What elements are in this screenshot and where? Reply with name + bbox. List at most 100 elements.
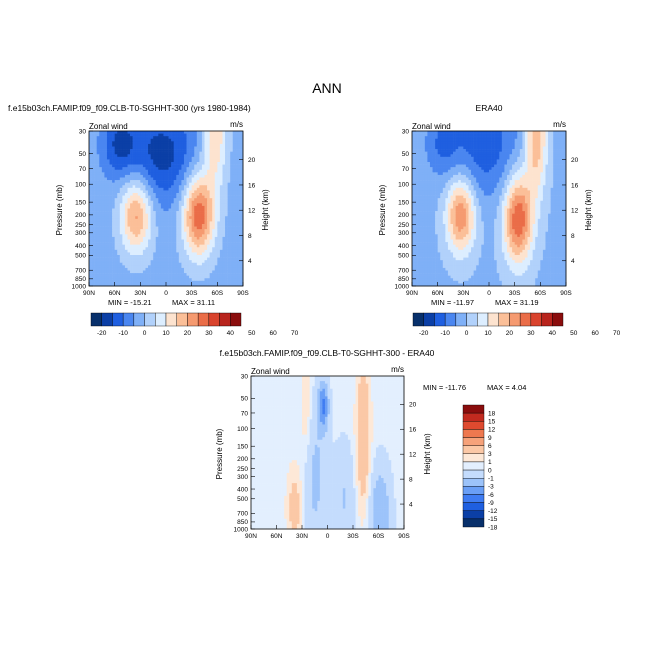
field-cell bbox=[471, 151, 474, 155]
field-cell bbox=[219, 198, 223, 202]
field-cell bbox=[94, 169, 97, 173]
field-cell bbox=[506, 162, 510, 165]
field-cell bbox=[158, 193, 162, 196]
field-cell bbox=[148, 167, 151, 171]
field-cell bbox=[104, 265, 108, 269]
field-cell bbox=[199, 193, 203, 196]
field-cell bbox=[442, 133, 446, 137]
field-cell bbox=[109, 133, 113, 137]
field-cell bbox=[171, 205, 174, 209]
field-cell bbox=[540, 149, 544, 152]
field-cell bbox=[196, 162, 200, 165]
field-cell bbox=[237, 133, 241, 137]
field-cell bbox=[91, 257, 95, 261]
field-cell bbox=[204, 239, 208, 243]
field-cell bbox=[124, 203, 128, 207]
field-cell bbox=[445, 138, 449, 142]
field-cell bbox=[227, 255, 231, 258]
field-cell bbox=[194, 278, 198, 282]
field-cell bbox=[132, 154, 136, 158]
field-cell bbox=[237, 255, 241, 258]
field-cell bbox=[109, 278, 113, 282]
field-cell bbox=[212, 224, 216, 227]
field-cell bbox=[142, 211, 146, 214]
field-cell bbox=[463, 136, 467, 140]
field-cell bbox=[478, 136, 482, 140]
field-cell bbox=[419, 136, 423, 140]
field-cell bbox=[127, 218, 131, 222]
field-cell bbox=[96, 131, 100, 134]
field-cell bbox=[124, 247, 128, 251]
field-cell bbox=[194, 151, 198, 155]
field-cell bbox=[422, 185, 426, 189]
field-cell bbox=[122, 203, 126, 207]
field-cell bbox=[560, 180, 564, 183]
field-cell bbox=[204, 182, 208, 186]
field-cell bbox=[422, 180, 426, 183]
field-cell bbox=[219, 275, 223, 279]
field-cell bbox=[540, 164, 544, 168]
field-cell bbox=[512, 131, 515, 134]
field-cell bbox=[214, 187, 218, 191]
field-cell bbox=[478, 182, 482, 186]
field-cell bbox=[135, 143, 139, 147]
field-cell bbox=[94, 242, 97, 245]
field-cell bbox=[132, 211, 136, 214]
field-cell bbox=[540, 146, 544, 150]
field-cell bbox=[158, 224, 162, 227]
field-cell bbox=[217, 218, 221, 222]
field-cell bbox=[455, 172, 459, 176]
field-cell bbox=[114, 149, 118, 152]
field-cell bbox=[558, 167, 562, 171]
field-cell bbox=[130, 146, 133, 150]
field-cell bbox=[145, 255, 149, 258]
field-cell bbox=[173, 283, 177, 287]
field-cell bbox=[91, 203, 95, 207]
field-cell bbox=[137, 213, 141, 217]
field-cell bbox=[142, 138, 146, 142]
field-cell bbox=[219, 193, 223, 196]
field-cell bbox=[91, 208, 95, 212]
field-cell bbox=[106, 216, 110, 220]
field-cell bbox=[207, 236, 210, 240]
field-cell bbox=[150, 138, 154, 142]
field-cell bbox=[142, 164, 146, 168]
field-cell bbox=[458, 151, 462, 155]
field-cell bbox=[494, 131, 497, 134]
field-cell bbox=[460, 151, 464, 155]
field-cell bbox=[94, 208, 97, 212]
field-cell bbox=[207, 244, 210, 248]
field-cell bbox=[171, 187, 174, 191]
field-cell bbox=[227, 198, 231, 202]
field-cell bbox=[153, 141, 157, 145]
field-cell bbox=[91, 200, 95, 204]
field-cell bbox=[207, 177, 210, 181]
field-cell bbox=[504, 177, 508, 181]
field-cell bbox=[501, 162, 505, 165]
field-cell bbox=[150, 164, 154, 168]
field-cell bbox=[178, 182, 182, 186]
field-cell bbox=[476, 156, 480, 160]
field-cell bbox=[214, 231, 218, 235]
field-cell bbox=[127, 260, 131, 264]
field-cell bbox=[237, 131, 241, 134]
field-cell bbox=[186, 146, 190, 150]
field-cell bbox=[142, 185, 146, 189]
field-cell bbox=[166, 231, 169, 235]
field-cell bbox=[117, 143, 121, 147]
field-cell bbox=[166, 164, 169, 168]
field-cell bbox=[194, 267, 198, 271]
field-cell bbox=[158, 195, 162, 199]
field-cell bbox=[424, 131, 428, 134]
field-cell bbox=[219, 236, 223, 240]
field-cell bbox=[132, 190, 136, 194]
field-cell bbox=[560, 177, 564, 181]
field-cell bbox=[230, 211, 234, 214]
field-cell bbox=[99, 231, 103, 235]
field-cell bbox=[414, 154, 418, 158]
field-cell bbox=[209, 131, 213, 134]
field-cell bbox=[422, 172, 426, 176]
field-cell bbox=[101, 149, 105, 152]
field-cell bbox=[207, 265, 210, 269]
field-cell bbox=[194, 177, 198, 181]
